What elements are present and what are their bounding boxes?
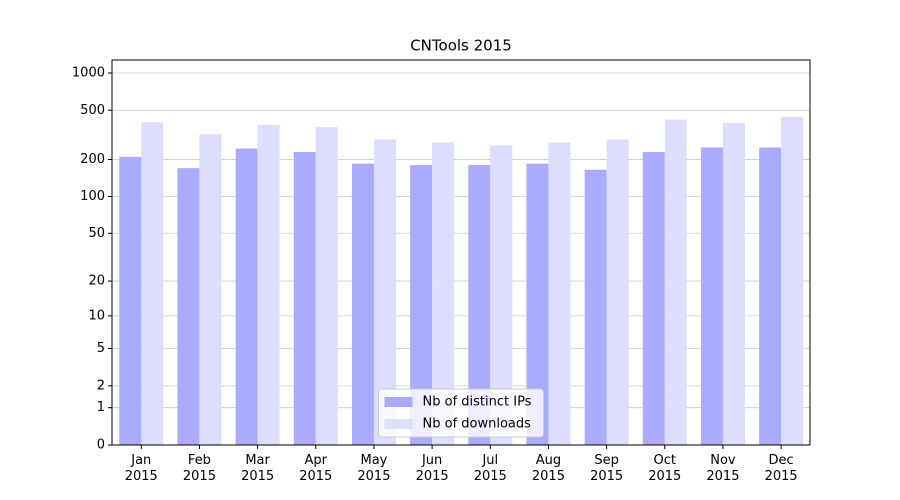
legend-label: Nb of downloads — [423, 417, 532, 432]
bar — [257, 124, 280, 445]
y-tick-label: 200 — [80, 152, 105, 167]
bar — [235, 148, 258, 446]
bar — [759, 147, 782, 445]
legend-box — [378, 388, 544, 438]
y-tick-label: 5 — [97, 341, 105, 356]
bar — [468, 165, 491, 445]
legend-swatch — [384, 397, 413, 407]
y-tick-label: 50 — [88, 226, 105, 241]
x-tick-label: May 2015 — [357, 453, 391, 484]
y-tick-label: 10 — [88, 308, 105, 323]
y-tick-label: 0 — [97, 438, 105, 453]
x-tick-label: Sep 2015 — [590, 453, 624, 484]
bar — [177, 168, 200, 445]
bar — [141, 122, 164, 445]
legend-label: Nb of distinct IPs — [423, 395, 532, 410]
x-tick-label: Nov 2015 — [706, 453, 740, 484]
bar — [664, 119, 687, 445]
x-tick-label: Jun 2015 — [415, 453, 449, 484]
plot-frame — [111, 59, 811, 446]
y-tick-label: 1 — [97, 400, 105, 415]
bar — [722, 122, 745, 445]
y-tick-label: 100 — [80, 189, 105, 204]
legend-swatch — [384, 419, 413, 429]
bar — [410, 165, 433, 445]
x-tick-label: Mar 2015 — [241, 453, 275, 484]
chart-title: CNTools 2015 — [410, 37, 512, 55]
bar — [548, 142, 571, 446]
bar — [642, 151, 665, 445]
bar — [373, 139, 396, 445]
x-tick-label: Jan 2015 — [124, 453, 158, 484]
bar — [526, 163, 549, 446]
x-tick-label: Feb 2015 — [182, 453, 216, 484]
bar — [119, 156, 142, 445]
bar — [315, 127, 338, 445]
bar — [351, 163, 374, 446]
bar — [584, 169, 607, 446]
bar — [490, 145, 513, 445]
x-tick-label: Apr 2015 — [299, 453, 333, 484]
bar — [700, 147, 723, 445]
bar — [781, 117, 804, 445]
x-tick-label: Dec 2015 — [764, 453, 798, 484]
bar — [606, 139, 629, 445]
y-tick-label: 20 — [88, 274, 105, 289]
y-tick-label: 500 — [80, 103, 105, 118]
x-tick-label: Jul 2015 — [473, 453, 507, 484]
x-tick-label: Oct 2015 — [648, 453, 682, 484]
x-tick-label: Aug 2015 — [531, 453, 565, 484]
y-tick-label: 2 — [97, 378, 105, 393]
bar — [199, 134, 222, 445]
bar — [432, 142, 455, 446]
y-tick-label: 1000 — [72, 65, 105, 80]
bar — [293, 151, 316, 445]
